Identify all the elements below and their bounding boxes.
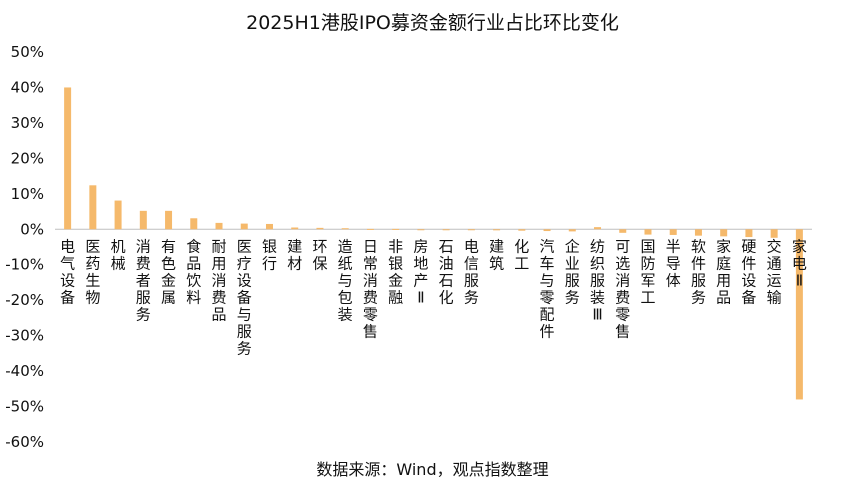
x-category-label: 非银金融 [388, 237, 403, 306]
y-tick-label: 20% [11, 149, 44, 167]
y-tick-label: 40% [11, 78, 44, 96]
bar [165, 210, 173, 230]
bar [291, 227, 299, 230]
bar [669, 229, 677, 235]
y-tick-label: 30% [11, 114, 44, 132]
x-category-label: 国防军工 [640, 237, 655, 306]
bar [467, 229, 475, 231]
bar [139, 210, 147, 230]
bar [417, 229, 425, 231]
x-category-label: 化工 [514, 237, 529, 272]
y-tick-label: -20% [5, 291, 44, 309]
bar [442, 229, 450, 231]
x-category-label: 电气设备 [60, 237, 75, 306]
bar [770, 229, 778, 238]
x-category-label: 石油石化 [439, 237, 454, 306]
y-tick-label: 0% [20, 220, 44, 238]
x-category-label: 半导体 [666, 237, 681, 289]
bar [240, 223, 248, 230]
bar [543, 229, 551, 232]
bar [644, 229, 652, 235]
x-category-label: 企业服务 [565, 237, 580, 306]
x-category-label: 环保 [312, 237, 327, 272]
x-category-label: 可选消费零售 [615, 237, 630, 340]
x-category-label: 医疗设备与服务 [237, 237, 252, 357]
x-category-label: 建材 [287, 237, 302, 272]
bar [745, 229, 753, 238]
bar [493, 229, 501, 231]
bar [619, 229, 627, 233]
bar [518, 229, 526, 231]
bar [265, 223, 273, 230]
y-tick-label: -60% [5, 433, 44, 451]
x-category-label: 汽车与零配件 [540, 237, 555, 340]
y-tick-label: 10% [11, 185, 44, 203]
bar [341, 228, 349, 230]
bar [366, 228, 374, 230]
x-category-label: 有色金属 [161, 237, 176, 306]
y-tick-label: -10% [5, 256, 44, 274]
x-category-label: 家庭用品 [716, 237, 731, 306]
bar [720, 229, 728, 237]
x-category-label: 软件服务 [691, 237, 706, 306]
bar [215, 222, 223, 230]
y-tick-label: -40% [5, 362, 44, 380]
x-category-label: 食品饮料 [186, 237, 201, 306]
bar [392, 228, 400, 230]
bar [190, 218, 198, 230]
x-category-label: 消费者服务 [136, 237, 151, 323]
y-tick-label: -50% [5, 398, 44, 416]
x-category-label: 耐用消费品 [212, 237, 227, 323]
x-category-label: 日常消费零售 [363, 237, 378, 340]
x-category-label: 家电 Ⅱ [792, 237, 807, 289]
x-category-label: 机械 [111, 237, 126, 272]
y-tick-label: 50% [11, 43, 44, 61]
x-category-label: 造纸与包装 [338, 237, 353, 323]
bar [64, 87, 72, 230]
y-tick-label: -30% [5, 327, 44, 345]
x-category-label: 银行 [262, 237, 277, 272]
bar [89, 185, 97, 230]
bar [594, 227, 602, 230]
x-category-label: 医药生物 [85, 237, 100, 306]
x-category-label: 建筑 [489, 237, 504, 272]
bar [568, 229, 576, 232]
x-category-label: 交通运输 [767, 237, 782, 306]
bar [114, 200, 122, 230]
bar [694, 229, 702, 236]
x-category-label: 硬件设备 [741, 237, 756, 306]
x-category-label: 房地产 Ⅱ [413, 237, 428, 306]
bar [316, 227, 324, 230]
bar [795, 229, 803, 400]
x-category-label: 电信服务 [464, 237, 479, 306]
x-category-label: 纺织服装 Ⅲ [590, 237, 605, 323]
chart-title: 2025H1港股IPO募资金额行业占比环比变化 [246, 12, 619, 34]
source-note: 数据来源：Wind，观点指数整理 [316, 460, 549, 479]
